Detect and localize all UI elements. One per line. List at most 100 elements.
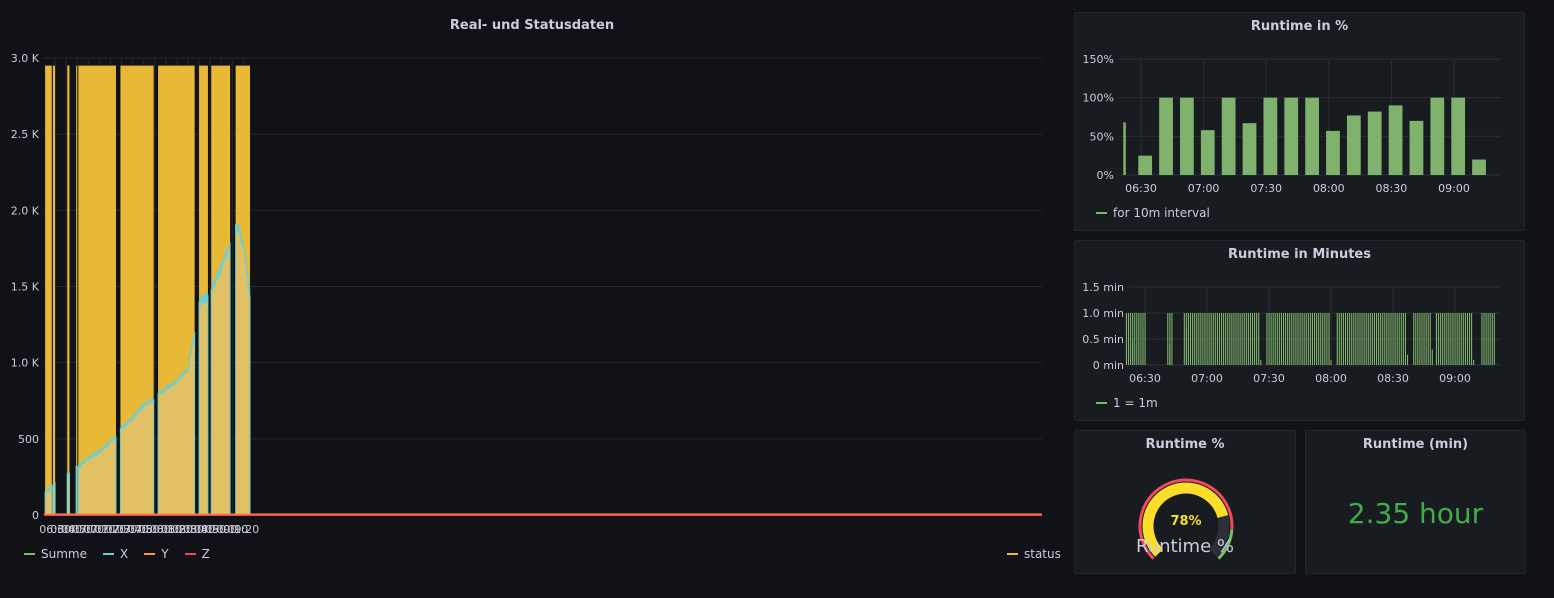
runtime-pct-bar [1242, 123, 1257, 175]
runtime-min-bar [1349, 313, 1351, 365]
legend-label: Summe [41, 547, 87, 561]
runtime-min-bar [1365, 313, 1367, 365]
x-tick-label: 09:00 [1439, 372, 1471, 385]
runtime-min-bar [1235, 313, 1237, 365]
runtime-min-bar [1260, 359, 1262, 365]
runtime-pct-legend[interactable]: for 10m interval [1096, 206, 1210, 220]
runtime-min-bar [1378, 313, 1380, 365]
runtime-min-bar [1278, 313, 1280, 365]
x-tick-label: 07:40 [117, 523, 149, 536]
legend-item-z[interactable]: Z [184, 547, 210, 561]
runtime-min-bar [1202, 313, 1204, 365]
legend-item-summe[interactable]: Summe [24, 547, 87, 561]
runtime-min-bar [1427, 313, 1429, 365]
runtime-min-bar [1419, 313, 1421, 365]
runtime-pct-bar [1451, 97, 1466, 175]
legend-swatch-minute [1096, 402, 1107, 404]
runtime-min-bar [1452, 313, 1454, 365]
x-tick-label: 07:00 [1191, 372, 1223, 385]
main-panel: Real- und Statusdaten 0 500 1.0 K 1.5 K 2.0 … [0, 0, 1064, 561]
legend-label-minute[interactable]: 1 = 1m [1113, 396, 1158, 410]
runtime-min-legend[interactable]: 1 = 1m [1096, 396, 1158, 410]
legend-swatch [144, 553, 156, 555]
legend-item-x[interactable]: X [102, 547, 129, 561]
runtime-min-bar [1421, 313, 1423, 365]
y-tick-label: 0% [1097, 169, 1114, 182]
gauge-panel: Runtime % 78% Runtime % [1074, 430, 1296, 574]
runtime-min-bar [1169, 344, 1171, 365]
y-tick-label: 1.0 min [1082, 307, 1124, 320]
runtime-min-bar [1285, 313, 1287, 365]
runtime-min-bar [1390, 313, 1392, 365]
runtime-min-bar [1338, 313, 1340, 365]
runtime-min-bar [1359, 313, 1361, 365]
runtime-min-bar [1437, 313, 1440, 365]
runtime-pct-title[interactable]: Runtime in % [1250, 19, 1349, 34]
x-tick-label: 07:00 [1188, 182, 1220, 195]
legend-label-status[interactable]: status [1024, 547, 1061, 561]
legend-label: X [119, 547, 129, 561]
gauge-label: Runtime % [1135, 536, 1234, 557]
runtime-min-bar [1373, 313, 1375, 365]
runtime-pct-bar [1367, 111, 1382, 175]
legend-swatch [24, 553, 35, 555]
runtime-min-bar [1413, 313, 1415, 365]
runtime-min-chart[interactable]: 0 min 0.5 min 1.0 min 1.5 min 06:30 07:00 07:3… [1075, 241, 1526, 391]
runtime-min-bar [1342, 313, 1344, 365]
runtime-min-bar [1344, 313, 1347, 365]
runtime-min-bar [1208, 313, 1210, 365]
x-tick-label: 08:00 [139, 523, 171, 536]
runtime-min-bar [1194, 313, 1196, 365]
main-panel-title[interactable]: Real- und Statusdaten [449, 18, 615, 33]
runtime-min-bar [1187, 313, 1189, 365]
legend-label-interval[interactable]: for 10m interval [1113, 206, 1210, 220]
y-tick-label: 100% [1083, 92, 1114, 105]
y-tick-label: 2.5 K [11, 128, 40, 141]
runtime-min-title[interactable]: Runtime in Minutes [1228, 247, 1371, 262]
runtime-pct-bar [1305, 97, 1319, 175]
gauge-title[interactable]: Runtime % [1145, 437, 1225, 452]
runtime-min-bar [1136, 313, 1138, 365]
x-tick-label: 06:30 [39, 523, 71, 536]
main-legend-right[interactable]: status [1007, 547, 1061, 561]
x-tick-label: 06:50 [61, 523, 93, 536]
runtime-min-bar [1371, 313, 1373, 365]
runtime-min-bar [1316, 313, 1318, 365]
x-tick-label: 07:10 [84, 523, 116, 536]
runtime-pct-bar [1221, 97, 1236, 175]
runtime-min-bar [1392, 313, 1394, 365]
runtime-min-bar [1200, 313, 1202, 365]
runtime-min-bar [1375, 313, 1378, 365]
runtime-min-bar [1249, 313, 1251, 365]
runtime-min-bar [1134, 313, 1136, 365]
runtime-pct-chart[interactable]: 0% 50% 100% 150% 06:30 07:00 07:30 08:00 08:30 09… [1075, 13, 1526, 203]
runtime-min-bar [1220, 313, 1223, 365]
runtime-pct-bar [1123, 122, 1126, 175]
stat-title[interactable]: Runtime (min) [1362, 437, 1469, 452]
runtime-min-bar [1183, 313, 1185, 365]
legend-item-y[interactable]: Y [144, 547, 169, 561]
x-tick-label: 08:30 [1377, 372, 1409, 385]
y-tick-label: 1.0 K [11, 357, 40, 370]
x-tick-label: 06:40 [50, 523, 82, 536]
runtime-min-bar [1446, 313, 1448, 365]
x-tick-label: 09:00 [1438, 182, 1470, 195]
runtime-min-bar [1192, 313, 1194, 365]
runtime-min-bar [1307, 313, 1309, 365]
runtime-pct-bar [1346, 115, 1361, 175]
gauge-value-arc [1142, 482, 1229, 557]
status-bar [76, 65, 78, 515]
runtime-min-bar [1270, 313, 1272, 365]
runtime-min-bar [1330, 359, 1332, 365]
runtime-pct-bar [1180, 97, 1194, 175]
x-tick-label: 07:30 [1253, 372, 1285, 385]
runtime-min-bar [1458, 313, 1460, 365]
runtime-min-bar [1204, 313, 1206, 365]
runtime-min-bar [1425, 313, 1427, 365]
runtime-pct-panel: Runtime in % 0% 50% 100% 150% 06:30 07:00 07:3… [1074, 12, 1525, 231]
runtime-min-bar [1417, 313, 1419, 365]
x-tick-label: 08:40 [183, 523, 215, 536]
x-tick-label: 07:00 [72, 523, 104, 536]
runtime-min-bar [1241, 313, 1243, 365]
